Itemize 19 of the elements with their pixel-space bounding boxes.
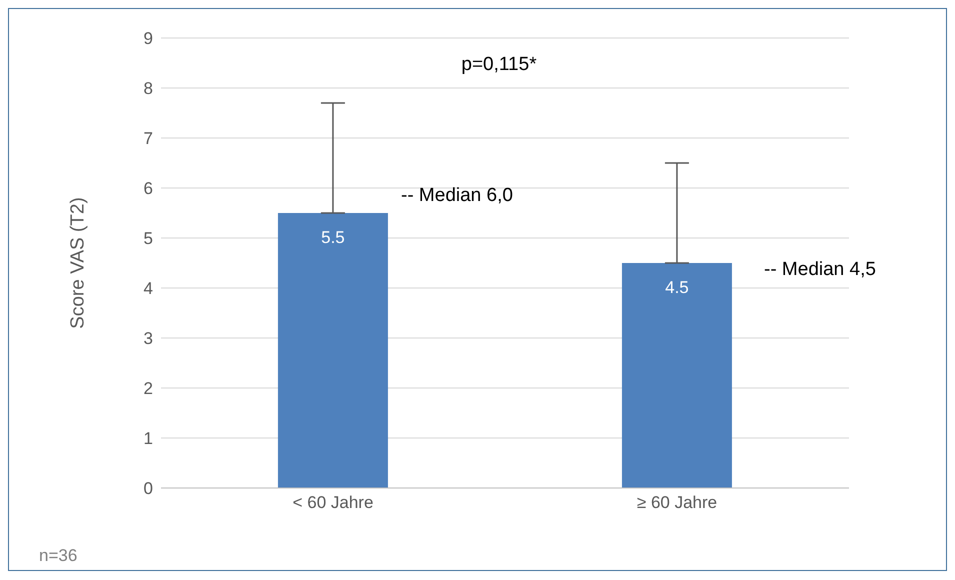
annotation: p=0,115*: [461, 54, 537, 75]
data-label: 5.5: [321, 228, 345, 248]
x-tick-label: < 60 Jahre: [292, 493, 374, 512]
y-tick-label: 8: [144, 79, 153, 98]
annotation: -- Median 6,0: [401, 185, 513, 207]
y-tick-label: 9: [144, 29, 153, 48]
y-tick-label: 3: [144, 329, 153, 348]
y-tick-label: 4: [144, 279, 153, 298]
x-tick-label: ≥ 60 Jahre: [636, 493, 718, 512]
y-tick-label: 6: [144, 179, 153, 198]
y-tick-label: 7: [144, 129, 153, 148]
y-tick-label: 1: [144, 429, 153, 448]
y-tick-label: 2: [144, 379, 153, 398]
y-tick-label: 0: [144, 479, 153, 498]
data-label: 4.5: [665, 278, 689, 298]
y-tick-label: 5: [144, 229, 153, 248]
annotation: -- Median 4,5: [764, 259, 876, 281]
text: n=36: [39, 546, 78, 566]
y-axis-title: Score VAS (T2): [68, 197, 89, 329]
